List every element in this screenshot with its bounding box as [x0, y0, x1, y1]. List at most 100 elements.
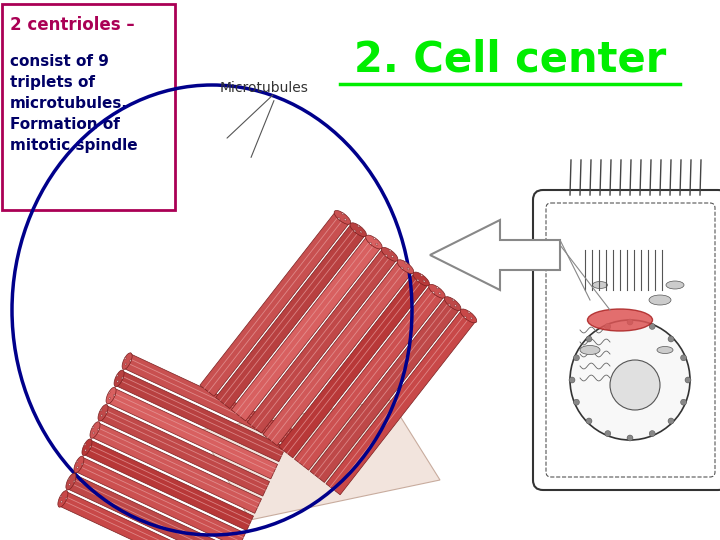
- Ellipse shape: [122, 377, 123, 379]
- Ellipse shape: [464, 316, 467, 318]
- Ellipse shape: [114, 394, 115, 396]
- Ellipse shape: [68, 478, 70, 480]
- Polygon shape: [68, 475, 238, 540]
- Ellipse shape: [657, 347, 673, 354]
- Ellipse shape: [344, 219, 346, 220]
- Ellipse shape: [117, 375, 118, 377]
- Ellipse shape: [680, 355, 687, 361]
- Ellipse shape: [444, 296, 461, 310]
- Ellipse shape: [81, 463, 83, 465]
- Ellipse shape: [420, 274, 423, 276]
- Text: 2. Cell center: 2. Cell center: [354, 38, 666, 80]
- Polygon shape: [294, 286, 444, 470]
- Ellipse shape: [85, 449, 86, 451]
- Ellipse shape: [66, 474, 76, 490]
- Ellipse shape: [385, 255, 387, 256]
- Polygon shape: [76, 457, 246, 540]
- Ellipse shape: [360, 231, 362, 233]
- Ellipse shape: [76, 461, 78, 463]
- Polygon shape: [116, 371, 286, 462]
- Ellipse shape: [101, 415, 102, 417]
- Ellipse shape: [685, 377, 691, 383]
- Ellipse shape: [354, 230, 356, 232]
- Ellipse shape: [66, 497, 67, 500]
- Ellipse shape: [382, 247, 398, 261]
- Ellipse shape: [588, 309, 652, 331]
- Polygon shape: [124, 354, 294, 444]
- Polygon shape: [310, 298, 460, 482]
- Ellipse shape: [586, 336, 592, 342]
- Polygon shape: [91, 423, 261, 514]
- Ellipse shape: [470, 317, 472, 319]
- Polygon shape: [108, 388, 278, 479]
- Ellipse shape: [125, 363, 127, 365]
- Text: Microtubules: Microtubules: [220, 81, 309, 95]
- Ellipse shape: [89, 446, 91, 448]
- Ellipse shape: [125, 357, 126, 360]
- Ellipse shape: [438, 293, 441, 294]
- Ellipse shape: [374, 238, 376, 239]
- Polygon shape: [200, 212, 349, 396]
- Ellipse shape: [122, 353, 132, 369]
- Ellipse shape: [428, 285, 445, 298]
- Ellipse shape: [93, 432, 94, 434]
- Ellipse shape: [569, 377, 575, 383]
- Ellipse shape: [573, 355, 580, 361]
- Ellipse shape: [105, 411, 107, 414]
- Ellipse shape: [92, 426, 94, 428]
- Ellipse shape: [649, 295, 671, 305]
- Ellipse shape: [130, 360, 131, 362]
- Ellipse shape: [68, 484, 71, 485]
- Ellipse shape: [401, 267, 403, 269]
- Ellipse shape: [60, 501, 63, 503]
- Bar: [2, 4, 175, 210]
- Ellipse shape: [586, 418, 592, 424]
- Ellipse shape: [468, 312, 470, 313]
- Ellipse shape: [605, 323, 611, 329]
- Ellipse shape: [436, 287, 438, 289]
- Ellipse shape: [668, 336, 674, 342]
- Ellipse shape: [649, 323, 655, 329]
- Ellipse shape: [610, 360, 660, 410]
- Ellipse shape: [413, 272, 429, 286]
- Ellipse shape: [389, 250, 391, 252]
- Ellipse shape: [408, 268, 410, 270]
- Ellipse shape: [680, 399, 687, 405]
- Ellipse shape: [60, 495, 62, 497]
- Ellipse shape: [114, 370, 124, 387]
- Ellipse shape: [627, 435, 633, 441]
- Ellipse shape: [423, 280, 425, 282]
- Ellipse shape: [100, 409, 102, 411]
- Ellipse shape: [109, 392, 110, 394]
- Ellipse shape: [573, 399, 580, 405]
- Polygon shape: [247, 249, 397, 433]
- Text: consist of 9
triplets of
microtubules.
Formation of
mitotic spindle: consist of 9 triplets of microtubules. F…: [10, 54, 138, 153]
- Ellipse shape: [334, 211, 351, 224]
- Polygon shape: [200, 400, 440, 520]
- Ellipse shape: [460, 309, 477, 323]
- Ellipse shape: [73, 481, 75, 482]
- Ellipse shape: [668, 418, 674, 424]
- Ellipse shape: [106, 387, 116, 404]
- Ellipse shape: [117, 380, 119, 382]
- Ellipse shape: [77, 467, 78, 468]
- Ellipse shape: [338, 218, 340, 220]
- Polygon shape: [263, 261, 413, 446]
- Ellipse shape: [649, 430, 655, 436]
- Ellipse shape: [350, 223, 366, 237]
- Ellipse shape: [376, 243, 378, 245]
- Ellipse shape: [74, 456, 84, 472]
- Ellipse shape: [397, 260, 414, 274]
- Ellipse shape: [58, 490, 68, 507]
- Ellipse shape: [342, 213, 344, 215]
- Ellipse shape: [605, 430, 611, 436]
- FancyBboxPatch shape: [533, 190, 720, 490]
- Ellipse shape: [570, 320, 690, 440]
- Ellipse shape: [369, 242, 372, 244]
- Polygon shape: [231, 237, 381, 421]
- Ellipse shape: [90, 422, 100, 438]
- Ellipse shape: [433, 292, 435, 294]
- Ellipse shape: [109, 397, 110, 400]
- Ellipse shape: [82, 439, 92, 456]
- Ellipse shape: [454, 305, 456, 307]
